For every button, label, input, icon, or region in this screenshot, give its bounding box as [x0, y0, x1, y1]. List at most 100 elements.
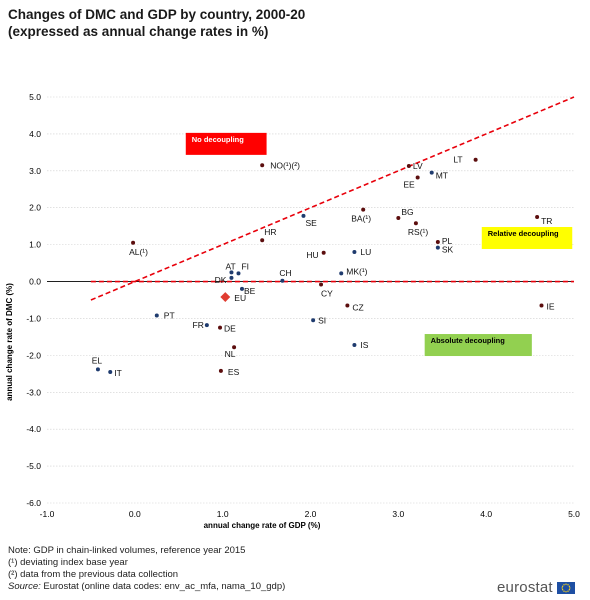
y-tick-label: 2.0 [29, 203, 41, 213]
point-mt [429, 170, 434, 175]
label-ee: EE [403, 179, 415, 189]
y-tick-label: -6.0 [26, 498, 41, 508]
label-cz: CZ [352, 303, 363, 313]
label-rs: RS(¹) [408, 227, 428, 237]
x-tick-label: -1.0 [40, 509, 55, 519]
x-tick-labels: -1.0 0.0 1.0 2.0 3.0 4.0 5.0 [40, 509, 581, 519]
label-si: SI [318, 315, 326, 325]
point-pl [435, 240, 440, 245]
point-rs [413, 221, 418, 226]
diagonal-reference-line [90, 96, 575, 301]
label-ie: IE [547, 302, 555, 312]
y-tick-label: 3.0 [29, 166, 41, 176]
y-tick-label: 4.0 [29, 129, 41, 139]
point-ch [280, 278, 285, 283]
x-tick-label: 2.0 [305, 509, 317, 519]
y-tick-label: -3.0 [26, 387, 41, 397]
point-si [311, 318, 316, 323]
label-fi: FI [241, 261, 249, 271]
point-pt [154, 313, 159, 318]
point-nl [232, 345, 237, 350]
point-fr [204, 323, 209, 328]
point-se [301, 213, 306, 218]
point-ie [539, 303, 544, 308]
label-ch: CH [279, 268, 291, 278]
point-hr [260, 238, 265, 243]
grid-lines [47, 96, 574, 504]
label-al: AL(¹) [129, 247, 148, 257]
x-tick-label: 0.0 [129, 509, 141, 519]
label-lv: LV [413, 161, 423, 171]
source-label: Source: [8, 581, 41, 592]
label-nl: NL [225, 349, 236, 359]
label-pt: PT [164, 311, 175, 321]
region-box-relative-decoupling [481, 226, 573, 249]
label-it: IT [114, 368, 122, 378]
y-tick-label: -2.0 [26, 350, 41, 360]
scatter-chart: No decoupling Relative decoupling Absolute… [5, 92, 581, 530]
label-hu: HU [306, 250, 318, 260]
eurostat-logo: eurostat [497, 579, 575, 596]
y-axis-label: annual change rate of DMC (%) [5, 283, 14, 401]
point-no [260, 163, 265, 168]
point-lt [473, 157, 478, 162]
y-tick-label: 5.0 [29, 92, 41, 102]
label-at: AT [225, 261, 235, 271]
x-tick-label: 5.0 [568, 509, 580, 519]
point-es [218, 368, 223, 373]
point-cz [345, 303, 350, 308]
point-al [131, 240, 136, 245]
point-bg [396, 216, 401, 221]
x-axis-label: annual change rate of GDP (%) [204, 521, 321, 530]
region-box-absolute-decoupling [424, 334, 532, 357]
note-previous-collection: (²) data from the previous data collecti… [8, 569, 179, 580]
point-be [239, 286, 244, 291]
label-cy: CY [321, 288, 333, 298]
point-ee [415, 175, 420, 180]
y-tick-label: 0.0 [29, 277, 41, 287]
data-points [95, 157, 544, 374]
region-label: Absolute decoupling [431, 336, 506, 345]
decoupling-regions: No decoupling Relative decoupling Absolute… [185, 132, 573, 357]
eu-flag-icon [556, 581, 575, 594]
x-tick-label: 3.0 [392, 509, 404, 519]
label-eu: EU [234, 293, 246, 303]
source-text: Eurostat (online data codes: env_ac_mfa,… [40, 581, 286, 592]
chart-title-line2: (expressed as annual change rates in %) [8, 24, 269, 39]
label-pl: PL [442, 236, 453, 246]
reference-lines [90, 96, 575, 301]
label-dk: DK [215, 275, 227, 285]
label-se: SE [305, 218, 317, 228]
region-box-no-decoupling [185, 132, 267, 155]
y-tick-label: 1.0 [29, 240, 41, 250]
point-is [352, 343, 357, 348]
logo-text: eurostat [497, 579, 553, 596]
note-gdp: Note: GDP in chain-linked volumes, refer… [8, 545, 246, 556]
label-no: NO(¹)(²) [270, 160, 300, 170]
point-cy [319, 282, 324, 287]
point-fi [236, 271, 241, 276]
label-ba: BA(¹) [351, 214, 371, 224]
label-sk: SK [442, 245, 454, 255]
label-hr: HR [264, 227, 276, 237]
label-lt: LT [453, 155, 462, 165]
label-be: BE [244, 286, 256, 296]
point-tr [535, 214, 540, 219]
point-hu [321, 250, 326, 255]
label-el: EL [92, 355, 103, 365]
x-tick-label: 4.0 [480, 509, 492, 519]
label-de: DE [224, 324, 236, 334]
note-source: Source: Eurostat (online data codes: env… [8, 581, 285, 593]
point-mk [339, 271, 344, 276]
point-dk [229, 275, 234, 280]
y-tick-label: -5.0 [26, 461, 41, 471]
chart-notes: Note: GDP in chain-linked volumes, refer… [8, 545, 285, 593]
label-lu: LU [360, 247, 371, 257]
chart-title-line1: Changes of DMC and GDP by country, 2000-… [8, 7, 306, 22]
point-lv [406, 164, 411, 169]
x-tick-label: 1.0 [217, 509, 229, 519]
chart-title: Changes of DMC and GDP by country, 2000-… [8, 6, 305, 40]
point-eu [220, 292, 231, 302]
point-de [218, 325, 223, 330]
